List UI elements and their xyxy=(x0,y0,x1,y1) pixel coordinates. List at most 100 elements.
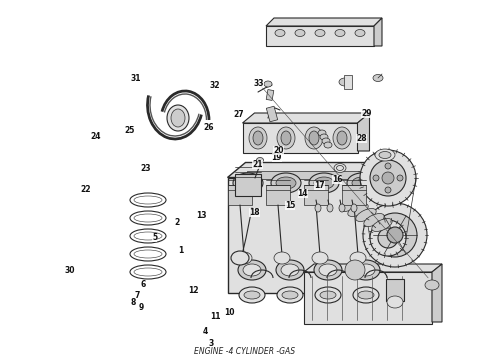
Ellipse shape xyxy=(171,109,185,127)
Text: 11: 11 xyxy=(210,311,221,320)
Ellipse shape xyxy=(236,252,252,264)
Ellipse shape xyxy=(340,198,360,211)
Ellipse shape xyxy=(425,280,439,290)
Bar xyxy=(342,185,366,205)
Polygon shape xyxy=(304,264,442,272)
Bar xyxy=(266,90,274,100)
Ellipse shape xyxy=(348,203,368,216)
Bar xyxy=(304,185,328,205)
Ellipse shape xyxy=(314,177,334,189)
Bar xyxy=(386,279,404,301)
Text: 16: 16 xyxy=(332,175,343,184)
Ellipse shape xyxy=(319,264,337,276)
Ellipse shape xyxy=(335,30,345,36)
Text: 19: 19 xyxy=(271,153,282,162)
Bar xyxy=(243,123,358,153)
Bar xyxy=(304,272,432,324)
Circle shape xyxy=(382,172,394,184)
Bar xyxy=(266,26,374,46)
Circle shape xyxy=(345,260,365,280)
Polygon shape xyxy=(358,113,369,151)
Ellipse shape xyxy=(277,127,295,149)
Text: 33: 33 xyxy=(253,79,264,88)
Ellipse shape xyxy=(264,81,272,87)
Ellipse shape xyxy=(256,158,264,162)
Ellipse shape xyxy=(238,177,258,189)
Ellipse shape xyxy=(277,287,303,303)
Text: 17: 17 xyxy=(314,181,325,190)
Circle shape xyxy=(370,160,406,196)
Ellipse shape xyxy=(358,291,374,299)
Circle shape xyxy=(373,213,417,257)
Ellipse shape xyxy=(295,30,305,36)
Ellipse shape xyxy=(355,30,365,36)
Ellipse shape xyxy=(305,127,323,149)
Polygon shape xyxy=(374,18,382,46)
Ellipse shape xyxy=(356,208,376,221)
Text: 32: 32 xyxy=(209,81,220,90)
Polygon shape xyxy=(243,113,369,123)
Ellipse shape xyxy=(372,219,392,231)
Text: 2: 2 xyxy=(175,218,180,227)
Ellipse shape xyxy=(322,138,330,144)
Circle shape xyxy=(370,220,406,256)
Ellipse shape xyxy=(364,213,384,226)
Ellipse shape xyxy=(233,173,263,193)
Text: 1: 1 xyxy=(178,246,183,255)
Ellipse shape xyxy=(309,173,339,193)
Ellipse shape xyxy=(350,252,366,264)
Ellipse shape xyxy=(281,264,299,276)
Text: 27: 27 xyxy=(234,110,245,119)
Ellipse shape xyxy=(373,75,383,81)
Ellipse shape xyxy=(244,291,260,299)
Text: 23: 23 xyxy=(141,164,151,173)
Ellipse shape xyxy=(276,260,304,280)
Text: 25: 25 xyxy=(124,126,135,135)
Text: ENGINE -4 CYLINDER -GAS: ENGINE -4 CYLINDER -GAS xyxy=(195,347,295,356)
Circle shape xyxy=(387,227,403,243)
Text: 21: 21 xyxy=(252,161,263,170)
Text: 14: 14 xyxy=(297,189,308,198)
Bar xyxy=(246,171,366,179)
Circle shape xyxy=(363,203,427,267)
Bar xyxy=(267,106,278,122)
Ellipse shape xyxy=(375,149,395,161)
Ellipse shape xyxy=(274,252,290,264)
Ellipse shape xyxy=(312,252,328,264)
Text: 8: 8 xyxy=(131,298,136,307)
Circle shape xyxy=(385,187,391,193)
Ellipse shape xyxy=(347,173,377,193)
Polygon shape xyxy=(432,264,442,322)
Ellipse shape xyxy=(339,78,351,86)
Ellipse shape xyxy=(387,296,403,308)
Text: 31: 31 xyxy=(131,74,142,83)
Polygon shape xyxy=(266,18,382,26)
Ellipse shape xyxy=(353,287,379,303)
Ellipse shape xyxy=(333,127,351,149)
Circle shape xyxy=(360,150,416,206)
Ellipse shape xyxy=(320,291,336,299)
Bar xyxy=(344,75,352,89)
Ellipse shape xyxy=(275,30,285,36)
Text: 30: 30 xyxy=(64,266,75,275)
Circle shape xyxy=(397,175,403,181)
Ellipse shape xyxy=(282,291,298,299)
Text: 13: 13 xyxy=(196,211,207,220)
Text: 22: 22 xyxy=(80,185,91,194)
Text: 3: 3 xyxy=(208,339,213,348)
Ellipse shape xyxy=(271,173,301,193)
Ellipse shape xyxy=(249,127,267,149)
Ellipse shape xyxy=(253,131,263,145)
Text: 12: 12 xyxy=(188,287,199,295)
Ellipse shape xyxy=(315,204,321,212)
Ellipse shape xyxy=(314,260,342,280)
Text: 7: 7 xyxy=(135,291,140,300)
Ellipse shape xyxy=(352,260,380,280)
Circle shape xyxy=(378,228,398,248)
Ellipse shape xyxy=(167,105,189,131)
Text: 26: 26 xyxy=(203,123,214,132)
Ellipse shape xyxy=(352,177,372,189)
Ellipse shape xyxy=(339,204,345,212)
Polygon shape xyxy=(383,162,400,288)
Text: 15: 15 xyxy=(285,202,295,210)
